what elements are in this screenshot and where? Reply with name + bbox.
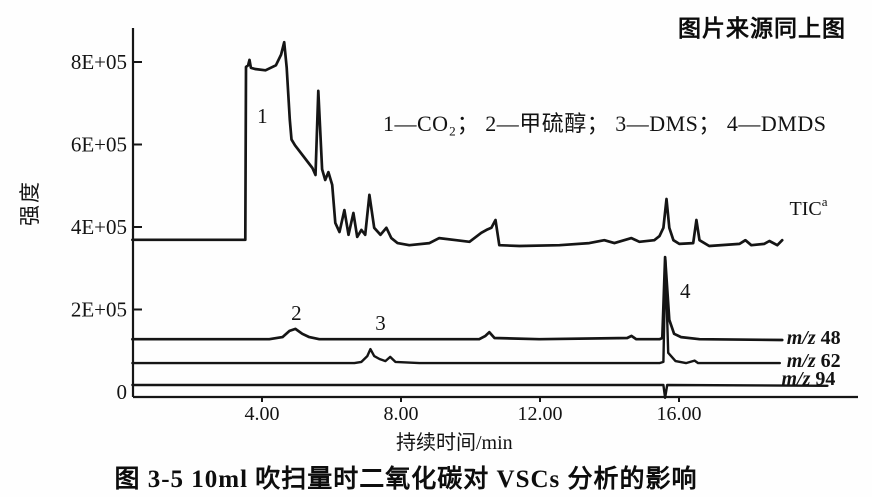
trace-mz48: [131, 255, 784, 342]
trace-label-mz62: m/z 62: [787, 350, 841, 372]
trace-label-mz48: m/z 48: [787, 327, 841, 349]
figure-caption: 图 3-5 10ml 吹扫量时二氧化碳对 VSCs 分析的影响: [114, 466, 698, 493]
y-tick-label: 4E+05: [71, 215, 127, 239]
x-tick-label: 16.00: [657, 403, 702, 425]
y-tick-label: 0: [117, 380, 128, 404]
y-tick-label: 6E+05: [71, 133, 127, 157]
y-axis-ticks: 0 2E+05 4E+05 6E+05 8E+05: [71, 50, 142, 404]
peak-label-3: 3: [375, 311, 386, 335]
y-axis-label: 强度: [18, 180, 42, 226]
x-tick-label: 8.00: [384, 403, 419, 425]
legend: 1—CO₂； 2—甲硫醇； 3—DMS； 4—DMDS: [383, 111, 827, 136]
trace-tic: [131, 40, 784, 248]
x-tick-label: 12.00: [518, 403, 563, 425]
trace-labels: TICa m/z 48m/z 62m/z 94: [782, 194, 841, 390]
peak-label-4: 4: [680, 279, 691, 303]
trace-mz94: [131, 383, 829, 399]
trace-mz62: [131, 258, 781, 365]
x-axis-label: 持续时间/min: [396, 432, 513, 454]
trace-label-tic: TICa: [790, 194, 828, 220]
y-tick-label: 2E+05: [71, 298, 127, 322]
x-axis-ticks: 4.00 8.00 12.00 16.00: [245, 397, 702, 425]
trace-label-mz94: m/z 94: [782, 368, 836, 390]
peak-label-1: 1: [257, 104, 268, 128]
source-note: 图片来源同上图: [678, 15, 846, 41]
peak-number-labels: 1 2 3 4: [257, 104, 691, 335]
x-tick-label: 4.00: [245, 403, 280, 425]
traces: [131, 40, 829, 399]
peak-label-2: 2: [291, 301, 302, 325]
y-tick-label: 8E+05: [71, 50, 127, 74]
